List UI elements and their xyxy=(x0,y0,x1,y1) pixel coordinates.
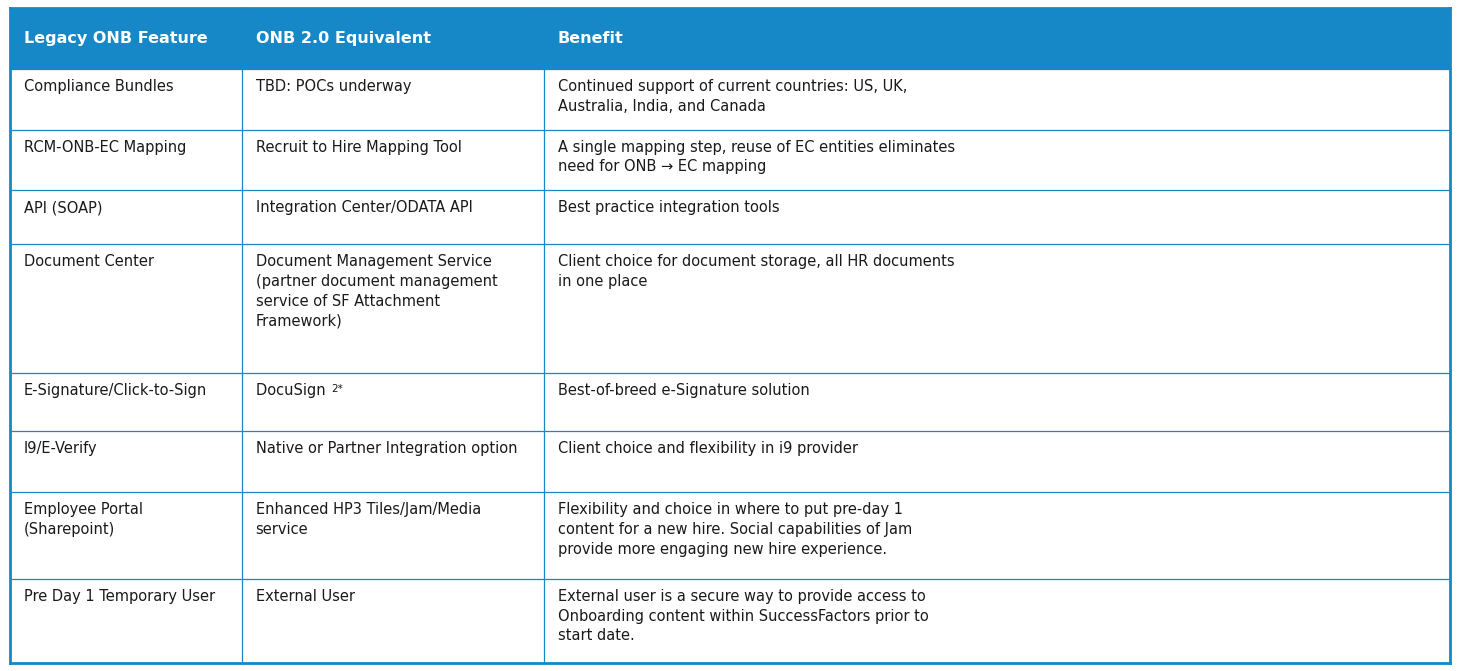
Text: I9/E-Verify: I9/E-Verify xyxy=(23,442,98,456)
Bar xyxy=(10,493,1450,579)
Text: RCM-ONB-EC Mapping: RCM-ONB-EC Mapping xyxy=(23,140,187,154)
Text: Document Center: Document Center xyxy=(23,254,153,269)
Bar xyxy=(10,579,1450,663)
Text: Native or Partner Integration option: Native or Partner Integration option xyxy=(255,442,517,456)
Text: DocuSign: DocuSign xyxy=(255,383,330,398)
Text: Benefit: Benefit xyxy=(558,31,623,46)
Bar xyxy=(10,373,1450,431)
Text: Client choice for document storage, all HR documents
in one place: Client choice for document storage, all … xyxy=(558,254,955,289)
Text: A single mapping step, reuse of EC entities eliminates
need for ONB → EC mapping: A single mapping step, reuse of EC entit… xyxy=(558,140,955,174)
Text: Best-of-breed e-Signature solution: Best-of-breed e-Signature solution xyxy=(558,383,809,398)
Text: Enhanced HP3 Tiles/Jam/Media
service: Enhanced HP3 Tiles/Jam/Media service xyxy=(255,502,480,537)
Text: Document Management Service
(partner document management
service of SF Attachmen: Document Management Service (partner doc… xyxy=(255,254,498,329)
Text: Flexibility and choice in where to put pre-day 1
content for a new hire. Social : Flexibility and choice in where to put p… xyxy=(558,502,912,557)
Text: ONB 2.0 Equivalent: ONB 2.0 Equivalent xyxy=(255,31,431,46)
Text: E-Signature/Click-to-Sign: E-Signature/Click-to-Sign xyxy=(23,383,207,398)
Text: Integration Center/ODATA API: Integration Center/ODATA API xyxy=(255,201,473,215)
Bar xyxy=(10,191,1450,244)
Text: Pre Day 1 Temporary User: Pre Day 1 Temporary User xyxy=(23,588,215,604)
Text: Continued support of current countries: US, UK,
Australia, India, and Canada: Continued support of current countries: … xyxy=(558,79,907,113)
Text: Compliance Bundles: Compliance Bundles xyxy=(23,79,174,94)
Text: 2*: 2* xyxy=(331,384,343,394)
Text: Legacy ONB Feature: Legacy ONB Feature xyxy=(23,31,207,46)
Bar xyxy=(10,8,1450,69)
Bar xyxy=(10,130,1450,191)
Text: External User: External User xyxy=(255,588,355,604)
Text: API (SOAP): API (SOAP) xyxy=(23,201,102,215)
Bar xyxy=(10,69,1450,130)
Text: Recruit to Hire Mapping Tool: Recruit to Hire Mapping Tool xyxy=(255,140,461,154)
Text: External user is a secure way to provide access to
Onboarding content within Suc: External user is a secure way to provide… xyxy=(558,588,929,643)
Bar xyxy=(10,244,1450,373)
Text: TBD: POCs underway: TBD: POCs underway xyxy=(255,79,412,94)
Text: Client choice and flexibility in i9 provider: Client choice and flexibility in i9 prov… xyxy=(558,442,857,456)
Text: Best practice integration tools: Best practice integration tools xyxy=(558,201,780,215)
Text: Employee Portal
(Sharepoint): Employee Portal (Sharepoint) xyxy=(23,502,143,537)
Bar xyxy=(10,431,1450,493)
